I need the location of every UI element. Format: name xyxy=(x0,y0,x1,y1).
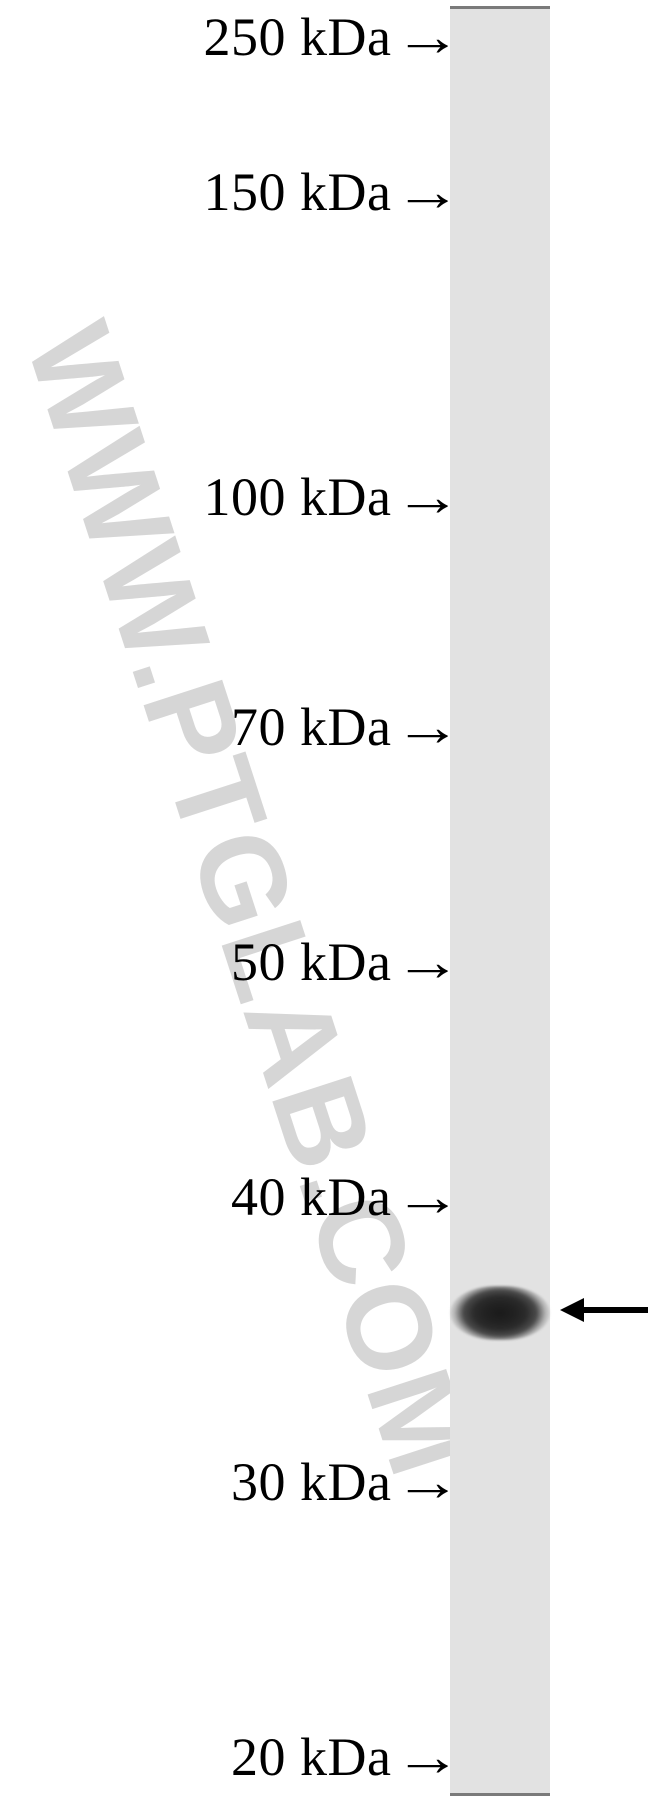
gel-lane xyxy=(450,6,550,1796)
mw-marker-40: 40 kDa → xyxy=(231,1166,448,1228)
mw-marker-50: 50 kDa → xyxy=(231,931,448,993)
protein-band xyxy=(450,1286,550,1340)
arrow-right-icon: → xyxy=(394,1170,462,1224)
marker-label: 20 kDa xyxy=(231,1726,391,1788)
marker-label: 250 kDa xyxy=(204,6,392,68)
marker-label: 30 kDa xyxy=(231,1451,391,1513)
arrow-left-icon xyxy=(560,1295,650,1325)
marker-label: 50 kDa xyxy=(231,931,391,993)
arrow-right-icon: → xyxy=(394,935,462,989)
arrow-right-icon: → xyxy=(394,165,462,219)
arrow-right-icon: → xyxy=(394,1730,462,1784)
mw-marker-70: 70 kDa → xyxy=(231,696,448,758)
marker-label: 100 kDa xyxy=(204,466,392,528)
arrow-right-icon: → xyxy=(394,470,462,524)
mw-marker-30: 30 kDa → xyxy=(231,1451,448,1513)
blot-figure: WWW.PTGLAB.COM 250 kDa → 150 kDa → 100 k… xyxy=(0,0,650,1803)
marker-label: 40 kDa xyxy=(231,1166,391,1228)
mw-marker-150: 150 kDa → xyxy=(204,161,448,223)
mw-marker-20: 20 kDa → xyxy=(231,1726,448,1788)
marker-label: 70 kDa xyxy=(231,696,391,758)
arrow-right-icon: → xyxy=(394,1455,462,1509)
arrow-right-icon: → xyxy=(394,700,462,754)
arrow-right-icon: → xyxy=(394,10,462,64)
mw-marker-100: 100 kDa → xyxy=(204,466,448,528)
mw-marker-250: 250 kDa → xyxy=(204,6,448,68)
band-pointer-arrow-icon xyxy=(560,1295,650,1325)
marker-label: 150 kDa xyxy=(204,161,392,223)
